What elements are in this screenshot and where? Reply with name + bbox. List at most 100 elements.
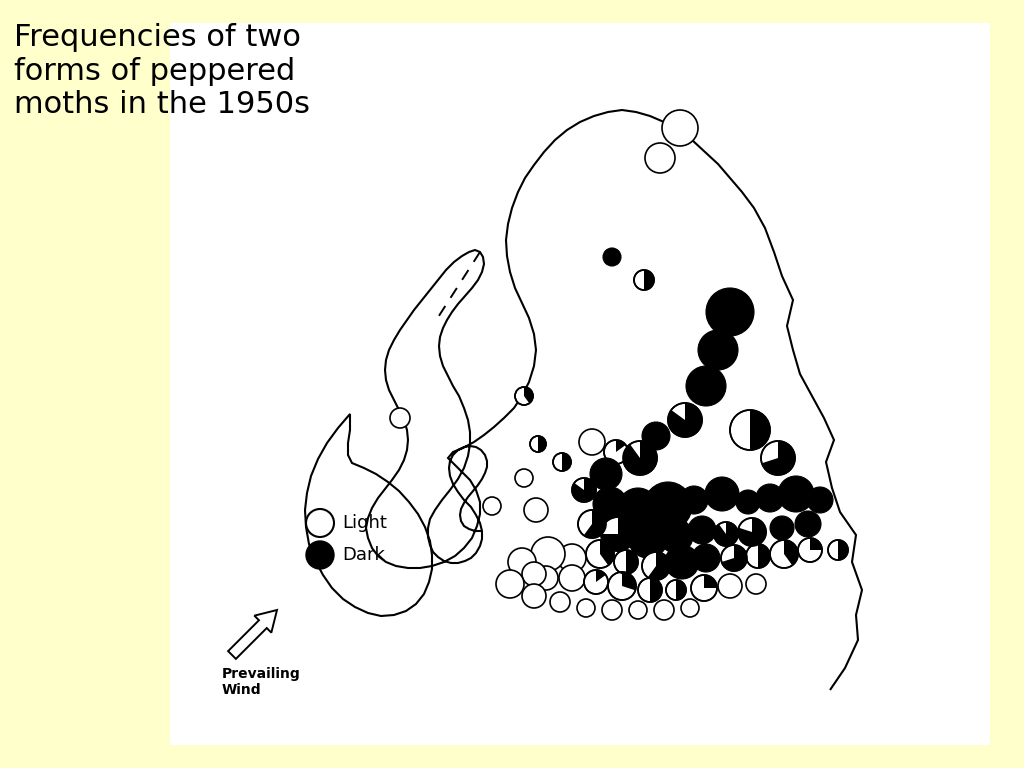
Wedge shape <box>623 441 657 475</box>
Wedge shape <box>784 540 798 565</box>
Circle shape <box>603 248 621 266</box>
Circle shape <box>662 110 698 146</box>
Circle shape <box>828 540 848 560</box>
Wedge shape <box>562 453 571 471</box>
Wedge shape <box>616 440 626 452</box>
Circle shape <box>654 600 674 620</box>
Circle shape <box>692 544 720 572</box>
Circle shape <box>515 387 534 405</box>
Circle shape <box>686 366 726 406</box>
Circle shape <box>534 566 558 590</box>
Circle shape <box>593 487 627 521</box>
Circle shape <box>642 422 670 450</box>
Circle shape <box>306 541 334 569</box>
Circle shape <box>634 270 654 290</box>
Circle shape <box>628 518 668 558</box>
Circle shape <box>680 486 708 514</box>
Circle shape <box>798 538 822 562</box>
Wedge shape <box>758 544 770 568</box>
Circle shape <box>730 410 770 450</box>
Circle shape <box>807 487 833 513</box>
Circle shape <box>601 517 635 551</box>
Circle shape <box>738 518 766 546</box>
Wedge shape <box>838 540 848 560</box>
Circle shape <box>390 408 410 428</box>
FancyArrow shape <box>228 610 278 659</box>
Circle shape <box>718 574 742 598</box>
Circle shape <box>508 548 536 576</box>
Wedge shape <box>668 403 702 437</box>
Circle shape <box>714 522 738 546</box>
Circle shape <box>638 578 662 602</box>
Circle shape <box>756 484 784 512</box>
Wedge shape <box>648 552 670 580</box>
Circle shape <box>659 519 693 553</box>
Wedge shape <box>705 575 717 588</box>
Circle shape <box>746 574 766 594</box>
Circle shape <box>515 469 534 487</box>
Circle shape <box>586 540 614 568</box>
Circle shape <box>629 601 647 619</box>
Circle shape <box>590 458 622 490</box>
Circle shape <box>558 544 586 572</box>
Wedge shape <box>762 441 795 475</box>
Wedge shape <box>676 580 686 600</box>
Wedge shape <box>810 538 822 550</box>
Circle shape <box>614 550 638 574</box>
Wedge shape <box>722 545 746 571</box>
Circle shape <box>530 436 546 452</box>
Wedge shape <box>601 517 635 551</box>
Text: Dark: Dark <box>342 546 385 564</box>
Circle shape <box>550 592 570 612</box>
Circle shape <box>698 330 738 370</box>
Circle shape <box>761 441 795 475</box>
Wedge shape <box>600 540 614 565</box>
Circle shape <box>688 516 716 544</box>
Wedge shape <box>650 578 662 602</box>
Circle shape <box>668 403 702 437</box>
Circle shape <box>721 545 746 571</box>
Circle shape <box>483 497 501 515</box>
Circle shape <box>666 580 686 600</box>
Circle shape <box>306 509 334 537</box>
Circle shape <box>770 516 794 540</box>
Circle shape <box>604 440 628 464</box>
Circle shape <box>665 545 699 579</box>
Wedge shape <box>644 270 654 290</box>
Circle shape <box>778 476 814 512</box>
Circle shape <box>705 477 739 511</box>
Bar <box>170 23 990 745</box>
Circle shape <box>553 453 571 471</box>
Circle shape <box>706 288 754 336</box>
Circle shape <box>578 510 606 538</box>
Wedge shape <box>750 410 770 450</box>
Circle shape <box>522 562 546 586</box>
Wedge shape <box>738 518 766 546</box>
Circle shape <box>691 575 717 601</box>
Circle shape <box>559 565 585 591</box>
Wedge shape <box>622 572 636 591</box>
Circle shape <box>645 143 675 173</box>
Text: Prevailing
Wind: Prevailing Wind <box>222 667 301 697</box>
Circle shape <box>496 570 524 598</box>
Circle shape <box>531 537 565 571</box>
Circle shape <box>642 552 670 580</box>
Circle shape <box>584 570 608 594</box>
Wedge shape <box>524 387 534 403</box>
Circle shape <box>618 488 658 528</box>
Text: Light: Light <box>342 514 387 532</box>
Wedge shape <box>626 550 638 574</box>
Circle shape <box>736 490 760 514</box>
Text: Frequencies of two
forms of peppered
moths in the 1950s: Frequencies of two forms of peppered mot… <box>14 23 310 119</box>
Circle shape <box>623 441 657 475</box>
Circle shape <box>602 600 622 620</box>
Circle shape <box>522 584 546 608</box>
Circle shape <box>644 482 692 530</box>
Wedge shape <box>538 436 546 452</box>
Circle shape <box>795 511 821 537</box>
Wedge shape <box>714 522 738 546</box>
Wedge shape <box>596 570 606 582</box>
Circle shape <box>579 429 605 455</box>
Circle shape <box>770 540 798 568</box>
Circle shape <box>608 572 636 600</box>
